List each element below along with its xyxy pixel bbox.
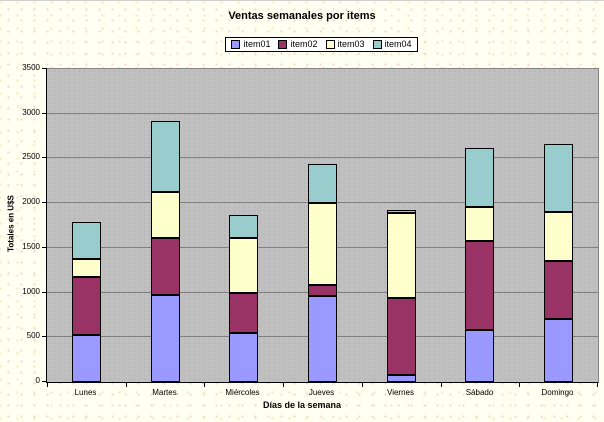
legend-item-item02: item02 <box>278 39 318 49</box>
x-tick-mark-7 <box>597 382 598 387</box>
bar-viernes-item02 <box>387 298 416 375</box>
x-category-label-sábado: Sábado <box>465 388 494 397</box>
legend-marker-item03 <box>325 40 335 49</box>
bar-domingo-item01 <box>544 319 573 382</box>
y-tick-label-1000: 1000 <box>22 287 40 296</box>
x-category-label-viernes: Viernes <box>387 388 414 397</box>
y-tick-mark-2000 <box>42 202 47 203</box>
x-tick-mark-2 <box>204 382 205 387</box>
legend-label-item02: item02 <box>290 39 318 49</box>
legend-marker-item02 <box>278 40 288 49</box>
x-category-label-martes: Martes <box>152 388 177 397</box>
legend-item-item04: item04 <box>372 39 412 49</box>
y-tick-label-0: 0 <box>35 376 40 385</box>
legend-item-item03: item03 <box>325 39 365 49</box>
y-tick-mark-3000 <box>42 113 47 114</box>
bar-viernes-item04 <box>387 210 416 213</box>
bar-viernes-item03 <box>387 213 416 298</box>
bar-sábado-item04 <box>465 148 494 207</box>
bar-sábado-item03 <box>465 207 494 241</box>
x-tick-mark-1 <box>126 382 127 387</box>
bar-jueves-item04 <box>308 164 337 203</box>
bar-lunes-item02 <box>72 277 101 335</box>
gridline-3000 <box>47 113 598 114</box>
x-category-label-lunes: Lunes <box>74 388 97 397</box>
y-tick-label-3000: 3000 <box>22 108 40 117</box>
bar-martes-item01 <box>151 295 180 382</box>
bar-viernes-item01 <box>387 375 416 382</box>
y-tick-label-500: 500 <box>26 331 40 340</box>
y-axis-labels: 0 500 1000 1500 2000 2500 3000 3500 <box>0 64 40 385</box>
x-tick-mark-6 <box>519 382 520 387</box>
y-tick-mark-1000 <box>42 292 47 293</box>
bar-domingo-item03 <box>544 212 573 261</box>
bar-lunes-item04 <box>72 222 101 259</box>
gridline-2500 <box>47 157 598 158</box>
x-category-label-jueves: Jueves <box>308 388 335 397</box>
bar-martes-item03 <box>151 192 180 238</box>
x-axis-labels: Lunes Martes Miércoles Jueves Viernes Sábado D… <box>46 388 597 400</box>
y-tick-label-1500: 1500 <box>22 242 40 251</box>
bar-jueves-item02 <box>308 285 337 296</box>
x-category-label-miércoles: Miércoles <box>225 388 260 397</box>
x-category-label-domingo: Domingo <box>541 388 574 397</box>
y-tick-mark-1500 <box>42 247 47 248</box>
y-tick-label-3500: 3500 <box>22 63 40 72</box>
bar-sábado-item02 <box>465 241 494 330</box>
y-tick-mark-3500 <box>42 68 47 69</box>
bar-lunes-item01 <box>72 335 101 382</box>
x-tick-mark-3 <box>283 382 284 387</box>
bar-lunes-item03 <box>72 259 101 277</box>
bar-sábado-item01 <box>465 330 494 382</box>
bar-jueves-item01 <box>308 296 337 382</box>
legend: item01 item02 item03 item04 <box>46 37 597 52</box>
bar-martes-item04 <box>151 121 180 192</box>
legend-marker-item04 <box>372 40 382 49</box>
bar-martes-item02 <box>151 238 180 295</box>
chart-title: Ventas semanales por items <box>228 10 376 22</box>
bar-miércoles-item02 <box>229 293 258 333</box>
bar-miércoles-item04 <box>229 215 258 238</box>
bar-miércoles-item01 <box>229 333 258 382</box>
legend-box: item01 item02 item03 item04 <box>225 37 418 52</box>
legend-label-item04: item04 <box>384 39 412 49</box>
x-axis-title: Días de la semana <box>262 400 342 410</box>
plot-area <box>42 68 599 387</box>
legend-label-item01: item01 <box>243 39 271 49</box>
bar-domingo-item04 <box>544 144 573 212</box>
y-tick-mark-0 <box>42 381 47 382</box>
x-tick-mark-5 <box>441 382 442 387</box>
y-tick-mark-2500 <box>42 157 47 158</box>
bar-miércoles-item03 <box>229 238 258 293</box>
bar-domingo-item02 <box>544 261 573 319</box>
x-tick-mark-4 <box>362 382 363 387</box>
y-tick-label-2000: 2000 <box>22 197 40 206</box>
legend-label-item03: item03 <box>337 39 365 49</box>
y-tick-label-2500: 2500 <box>22 152 40 161</box>
y-tick-mark-500 <box>42 336 47 337</box>
bar-jueves-item03 <box>308 203 337 285</box>
x-tick-mark-0 <box>47 382 48 387</box>
legend-marker-item01 <box>231 40 241 49</box>
legend-item-item01: item01 <box>231 40 270 49</box>
